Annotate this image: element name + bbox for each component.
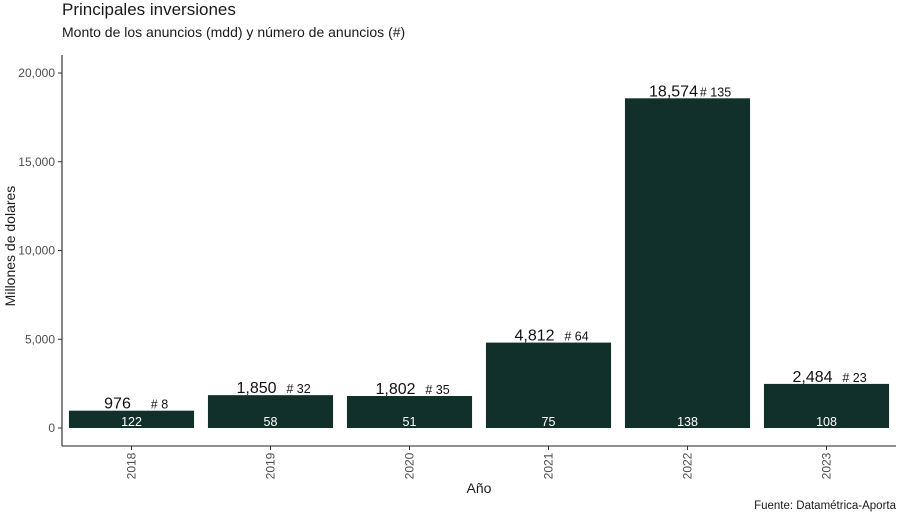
y-axis-title: Millones de dolares — [2, 186, 18, 307]
bar-2022 — [624, 98, 751, 429]
y-tick-label: 10,000 — [18, 244, 55, 258]
count-label-2021: # 64 — [564, 330, 588, 344]
inner-label-2019: 58 — [264, 415, 278, 429]
inner-label-2023: 108 — [816, 415, 837, 429]
count-label-2023: # 23 — [842, 371, 866, 385]
bar-2018 — [68, 410, 195, 428]
value-label-2019: 1,850 — [236, 380, 276, 397]
chart-title: Principales inversiones — [62, 0, 236, 19]
bars-group — [68, 98, 890, 429]
count-label-2022: # 135 — [700, 85, 731, 99]
value-label-2022: 18,574 — [649, 83, 698, 100]
chart-subtitle: Monto de los anuncios (mdd) y número de … — [62, 24, 406, 40]
count-label-2020: # 35 — [425, 383, 449, 397]
inner-label-2021: 75 — [542, 415, 556, 429]
x-tick-label-2019: 2019 — [264, 452, 278, 479]
inner-label-2018: 122 — [121, 415, 142, 429]
y-tick-label: 20,000 — [18, 66, 55, 80]
count-label-2018: # 8 — [151, 398, 168, 412]
y-ticks-group: 0 5,000 10,000 15,000 20,000 — [18, 66, 62, 435]
count-label-2019: # 32 — [286, 382, 310, 396]
x-tick-label-2018: 2018 — [125, 452, 139, 479]
x-tick-label-2023: 2023 — [820, 452, 834, 479]
x-axis-title: Año — [467, 480, 492, 496]
bar-2020 — [346, 396, 473, 428]
y-tick-label: 15,000 — [18, 155, 55, 169]
bar-2023 — [763, 383, 890, 428]
value-label-2018: 976 — [104, 396, 131, 413]
inner-label-2020: 51 — [403, 415, 417, 429]
value-label-2023: 2,484 — [792, 369, 832, 386]
value-label-2021: 4,812 — [514, 328, 554, 345]
value-label-2020: 1,802 — [375, 381, 415, 398]
bar-2019 — [207, 395, 334, 428]
inner-label-2022: 138 — [677, 415, 698, 429]
labels-group: 976 # 8 122 1,850 # 32 58 1,802 # 35 51 4,812 # 64… — [104, 83, 867, 429]
x-ticks-group: 2018 2019 2020 2021 2022 2023 — [125, 446, 834, 479]
source-caption: Fuente: Datamétrica-Aporta — [754, 500, 896, 512]
x-tick-label-2022: 2022 — [681, 452, 695, 479]
y-tick-label: 5,000 — [25, 332, 55, 346]
x-tick-label-2020: 2020 — [403, 452, 417, 479]
x-tick-label-2021: 2021 — [542, 452, 556, 479]
y-tick-label: 0 — [48, 421, 55, 435]
bar-2021 — [485, 342, 612, 428]
